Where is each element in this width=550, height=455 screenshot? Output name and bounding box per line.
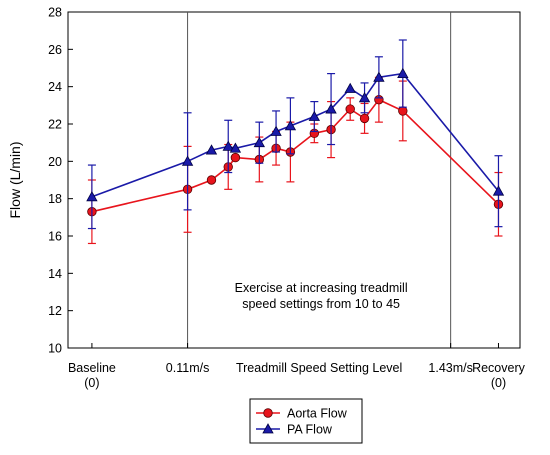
y-axis-label: Flow (L/min) <box>7 141 23 218</box>
data-point <box>270 125 282 136</box>
data-point <box>345 104 355 114</box>
data-point <box>205 144 218 155</box>
data-point <box>308 110 321 121</box>
x-tick-label: 1.43m/s <box>428 361 472 375</box>
series-line <box>91 72 500 198</box>
data-point <box>344 82 356 93</box>
y-tick-label: 24 <box>48 80 62 94</box>
x-tick-label: Baseline <box>68 361 116 375</box>
series-1 <box>86 39 505 230</box>
legend-marker <box>263 408 273 418</box>
data-point <box>222 140 234 151</box>
x-tick-label: (0) <box>84 376 99 390</box>
legend: Aorta Flow PA Flow <box>249 398 363 444</box>
data-point <box>230 152 241 163</box>
y-tick-label: 12 <box>48 304 62 318</box>
data-point <box>253 136 266 148</box>
y-tick-label: 18 <box>48 192 62 206</box>
data-point <box>492 185 505 196</box>
data-point <box>359 113 370 124</box>
y-tick-label: 16 <box>48 230 62 244</box>
data-point <box>229 142 242 153</box>
legend-box <box>249 398 363 444</box>
data-point <box>325 103 337 114</box>
data-point <box>398 106 408 116</box>
legend-label: PA Flow <box>287 423 333 437</box>
y-tick-label: 22 <box>48 118 62 132</box>
plot-frame <box>67 11 521 349</box>
y-tick-label: 28 <box>48 6 62 20</box>
data-point <box>86 190 98 202</box>
annotation-text: Exercise at increasing treadmill <box>235 281 408 295</box>
x-tick-label: (0) <box>491 376 506 390</box>
series-0 <box>87 76 504 245</box>
data-point <box>358 92 371 103</box>
y-tick-label: 26 <box>48 43 62 57</box>
x-tick-label: 0.11m/s <box>166 361 210 375</box>
x-tick-label: Recovery <box>472 361 526 375</box>
legend-marker <box>262 423 274 434</box>
data-point <box>181 155 194 166</box>
data-point <box>373 71 385 82</box>
legend-label: Aorta Flow <box>287 407 348 421</box>
y-tick-label: 14 <box>48 267 62 281</box>
data-point <box>206 175 217 185</box>
x-axis-label: Treadmill Speed Setting Level <box>236 361 402 375</box>
data-point <box>397 67 409 78</box>
y-tick-label: 20 <box>48 155 62 169</box>
annotation-text: speed settings from 10 to 45 <box>242 297 400 311</box>
data-point <box>284 120 297 131</box>
y-tick-label: 10 <box>48 342 62 356</box>
